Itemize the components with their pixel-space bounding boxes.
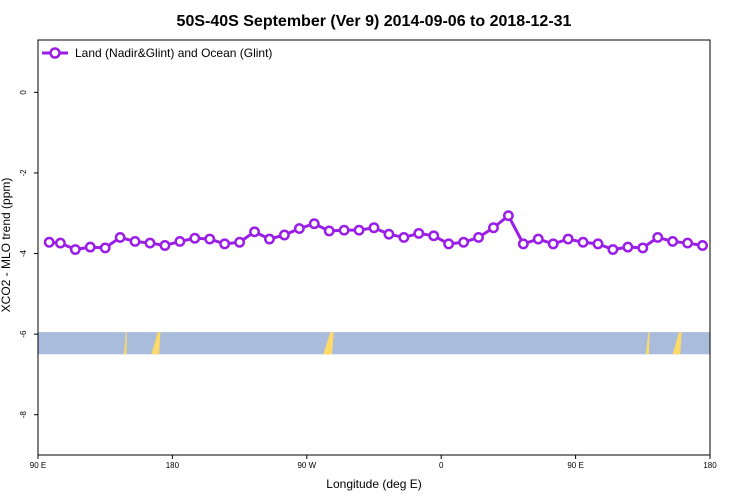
y-axis-label: XCO2 - MLO trend (ppm) [0, 178, 13, 313]
data-point-0-18 [308, 218, 320, 230]
legend-label: Land (Nadir&Glint) and Ocean (Glint) [75, 46, 272, 60]
data-point-0-3 [84, 241, 96, 253]
data-point-0-19 [323, 225, 335, 237]
x-tick-label-5: 180 [703, 461, 717, 470]
y-tick-label-1: -2 [19, 169, 28, 177]
data-point-0-13 [234, 236, 246, 248]
data-point-0-35 [562, 233, 574, 245]
data-point-0-7 [144, 237, 156, 249]
y-tick-label-2: -4 [19, 249, 28, 257]
data-point-0-0 [43, 236, 55, 248]
data-point-0-25 [413, 227, 425, 239]
data-point-0-24 [398, 231, 410, 243]
map-strip-land-2 [323, 332, 334, 355]
plot-area: 90 E 180 90 W 0 90 E 180 0 -2 -4 -6 -8 [19, 39, 717, 470]
data-point-0-41 [652, 231, 664, 243]
data-point-0-34 [547, 238, 559, 250]
data-point-0-4 [99, 242, 111, 254]
x-tick-label-3: 0 [439, 461, 444, 470]
data-point-0-36 [577, 236, 589, 248]
data-point-0-26 [428, 230, 440, 242]
data-point-0-11 [204, 233, 216, 245]
data-point-0-21 [353, 224, 365, 236]
data-point-0-14 [249, 226, 260, 238]
map-strip-land-0 [123, 332, 127, 355]
data-point-0-40 [637, 242, 649, 254]
data-point-0-27 [443, 238, 455, 250]
data-point-0-22 [368, 222, 380, 234]
data-point-0-28 [458, 236, 470, 248]
map-strip-land-4 [672, 332, 682, 355]
data-point-0-33 [532, 233, 544, 245]
data-point-0-5 [114, 231, 126, 243]
data-point-0-2 [69, 244, 81, 255]
data-point-0-44 [697, 240, 708, 251]
x-tick-label-2: 90 W [297, 461, 316, 470]
data-point-0-8 [159, 240, 171, 251]
data-point-0-31 [502, 210, 514, 222]
data-point-0-43 [682, 237, 694, 249]
data-point-0-20 [338, 224, 350, 236]
data-point-0-17 [293, 223, 305, 235]
data-point-0-6 [129, 236, 141, 247]
y-tick-label-3: -6 [19, 330, 28, 338]
data-point-0-15 [264, 233, 275, 245]
map-strip-ocean [38, 332, 710, 355]
data-point-0-30 [488, 222, 499, 234]
data-point-0-29 [473, 231, 484, 243]
x-axis-label: Longitude (deg E) [326, 477, 421, 491]
x-tick-label-4: 90 E [567, 461, 583, 470]
map-strip-land-3 [645, 332, 650, 355]
y-tick-label-0: 0 [19, 90, 28, 95]
legend-marker-swatch [49, 47, 61, 59]
data-point-0-10 [189, 232, 201, 244]
plot-frame [37, 39, 711, 456]
data-point-0-39 [622, 241, 634, 253]
data-point-0-42 [667, 236, 679, 247]
map-strip-land-1 [151, 332, 161, 355]
chart-title: 50S-40S September (Ver 9) 2014-09-06 to … [177, 13, 572, 30]
data-point-0-38 [607, 244, 619, 255]
x-tick-label-0: 90 E [30, 461, 46, 470]
x-tick-label-1: 180 [166, 461, 180, 470]
data-point-0-23 [383, 228, 395, 240]
data-point-0-37 [592, 238, 604, 250]
data-point-0-9 [174, 236, 186, 247]
data-point-0-16 [278, 229, 290, 241]
data-point-0-1 [54, 237, 66, 249]
y-tick-label-4: -8 [19, 411, 28, 419]
data-point-0-32 [517, 238, 529, 250]
legend: Land (Nadir&Glint) and Ocean (Glint) [42, 46, 272, 60]
data-point-0-12 [219, 238, 231, 250]
